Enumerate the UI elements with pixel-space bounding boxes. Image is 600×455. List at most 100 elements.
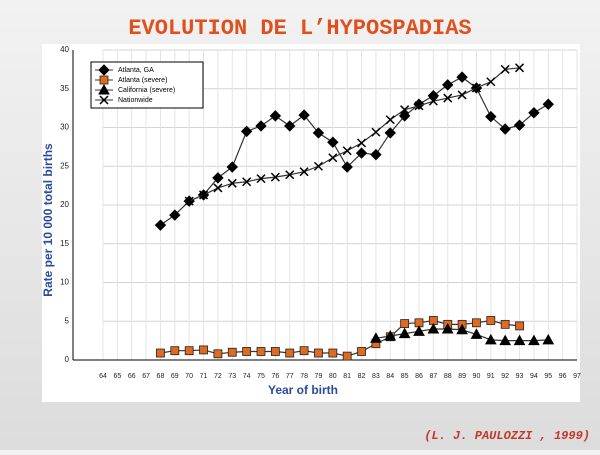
marker <box>299 167 309 177</box>
slide-title: EVOLUTION DE L’HYPOSPADIAS <box>128 16 471 41</box>
x-tick-label: 77 <box>286 373 294 380</box>
marker <box>98 83 110 95</box>
marker <box>285 170 295 180</box>
y-tick-label: 25 <box>60 161 69 170</box>
marker <box>213 183 223 193</box>
x-tick-label: 73 <box>228 373 236 380</box>
x-tick-label: 93 <box>516 373 524 380</box>
marker <box>542 98 554 110</box>
x-tick-label: 81 <box>343 373 351 380</box>
marker <box>299 346 309 356</box>
citation: (L. J. PAULOZZI , 1999) <box>424 429 590 443</box>
marker <box>515 321 524 331</box>
marker <box>486 316 496 325</box>
marker <box>456 71 468 83</box>
y-tick-label: 40 <box>60 45 69 54</box>
x-tick-label: 83 <box>372 373 380 380</box>
marker <box>270 172 280 182</box>
marker <box>328 153 338 163</box>
x-tick-label: 92 <box>501 373 509 380</box>
marker <box>227 347 237 357</box>
marker <box>184 346 194 356</box>
marker <box>528 107 540 119</box>
x-tick-label: 66 <box>128 373 136 380</box>
marker <box>285 348 295 358</box>
marker <box>355 147 368 159</box>
marker <box>513 119 526 131</box>
x-tick-label: 71 <box>200 373 208 380</box>
marker <box>427 322 440 334</box>
marker <box>256 347 266 356</box>
x-tick-label: 74 <box>243 373 251 380</box>
marker <box>470 328 483 339</box>
y-tick-label: 15 <box>60 239 69 248</box>
marker <box>542 333 555 345</box>
x-tick-label: 75 <box>257 373 265 380</box>
marker <box>414 101 424 111</box>
x-tick-label: 84 <box>386 373 394 380</box>
marker <box>242 347 252 356</box>
marker <box>370 148 382 161</box>
x-tick-label: 68 <box>157 373 165 380</box>
marker <box>342 351 352 361</box>
series-line <box>188 67 520 202</box>
marker <box>313 161 323 171</box>
x-tick-label: 94 <box>530 373 538 380</box>
marker <box>212 172 224 184</box>
x-axis-label: Year of birth <box>268 383 338 397</box>
marker <box>484 333 497 345</box>
x-tick-label: 86 <box>415 373 423 380</box>
x-tick-label: 65 <box>113 373 121 380</box>
marker <box>471 83 481 93</box>
marker <box>528 334 540 346</box>
marker <box>370 332 382 343</box>
marker <box>99 75 109 85</box>
legend-label: California (severe) <box>118 87 175 94</box>
marker <box>384 329 397 341</box>
x-tick-label: 89 <box>458 373 466 380</box>
marker <box>156 348 165 358</box>
marker <box>199 190 209 200</box>
marker <box>357 138 367 148</box>
marker <box>170 346 180 356</box>
marker <box>270 347 280 356</box>
x-tick-label: 87 <box>429 373 437 380</box>
x-tick-label: 72 <box>214 373 222 380</box>
marker <box>515 63 525 73</box>
marker <box>472 318 481 328</box>
marker <box>400 105 410 115</box>
marker <box>284 120 296 132</box>
marker <box>499 123 511 135</box>
marker <box>485 110 497 123</box>
marker <box>486 77 496 87</box>
marker <box>357 347 366 356</box>
marker <box>499 334 512 346</box>
y-tick-label: 20 <box>60 200 69 209</box>
series-line <box>160 76 549 226</box>
x-tick-label: 91 <box>487 373 495 380</box>
marker <box>443 93 453 103</box>
y-tick-label: 10 <box>60 278 69 287</box>
marker <box>328 348 338 358</box>
legend-label: Nationwide <box>118 97 153 104</box>
marker <box>500 64 510 74</box>
x-tick-label: 67 <box>142 373 150 380</box>
marker <box>371 127 381 137</box>
marker <box>256 174 266 184</box>
y-tick-label: 30 <box>60 123 69 132</box>
y-tick-label: 0 <box>65 355 70 364</box>
x-tick-label: 85 <box>401 373 409 380</box>
legend-label: Atlanta (severe) <box>118 77 167 84</box>
x-tick-label: 64 <box>99 373 107 380</box>
marker <box>312 127 325 139</box>
y-tick-label: 35 <box>60 84 69 93</box>
legend: Atlanta, GA Atlanta (severe) California (s… <box>90 61 204 109</box>
marker <box>398 110 411 122</box>
marker <box>255 120 267 132</box>
marker <box>400 319 410 328</box>
marker <box>169 209 181 221</box>
x-tick-label: 82 <box>358 373 366 380</box>
x-tick-label: 76 <box>271 373 279 380</box>
marker <box>314 348 323 358</box>
marker <box>457 90 467 100</box>
